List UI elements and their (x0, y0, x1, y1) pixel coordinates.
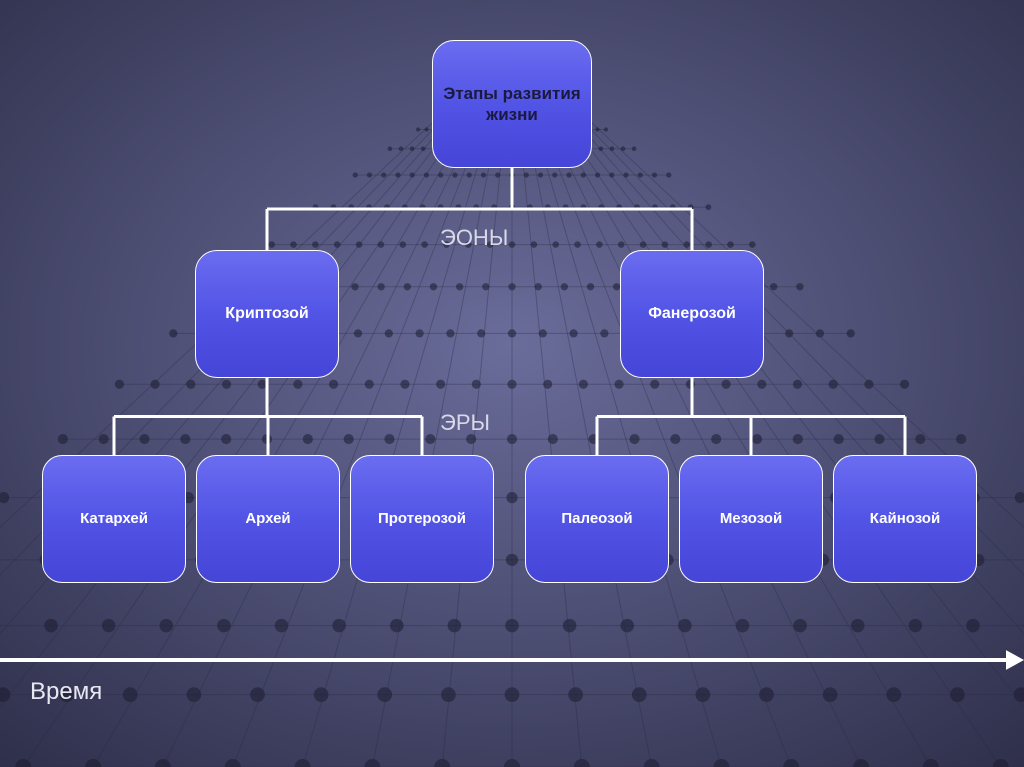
node-crypto: Криптозой (195, 250, 339, 378)
node-mez: Мезозой (679, 455, 823, 583)
node-kai: Кайнозой (833, 455, 977, 583)
node-root: Этапы развития жизни (432, 40, 592, 168)
diagram-stage: Этапы развития жизни Криптозой Фанерозой Ка… (0, 0, 1024, 767)
node-pro: Протерозой (350, 455, 494, 583)
node-arh: Архей (196, 455, 340, 583)
time-axis-label: Время (30, 678, 102, 706)
node-kat: Катархей (42, 455, 186, 583)
category-label-1: ЭРЫ (440, 410, 490, 436)
category-label-0: ЭОНЫ (440, 225, 508, 251)
node-pal: Палеозой (525, 455, 669, 583)
node-phanero: Фанерозой (620, 250, 764, 378)
